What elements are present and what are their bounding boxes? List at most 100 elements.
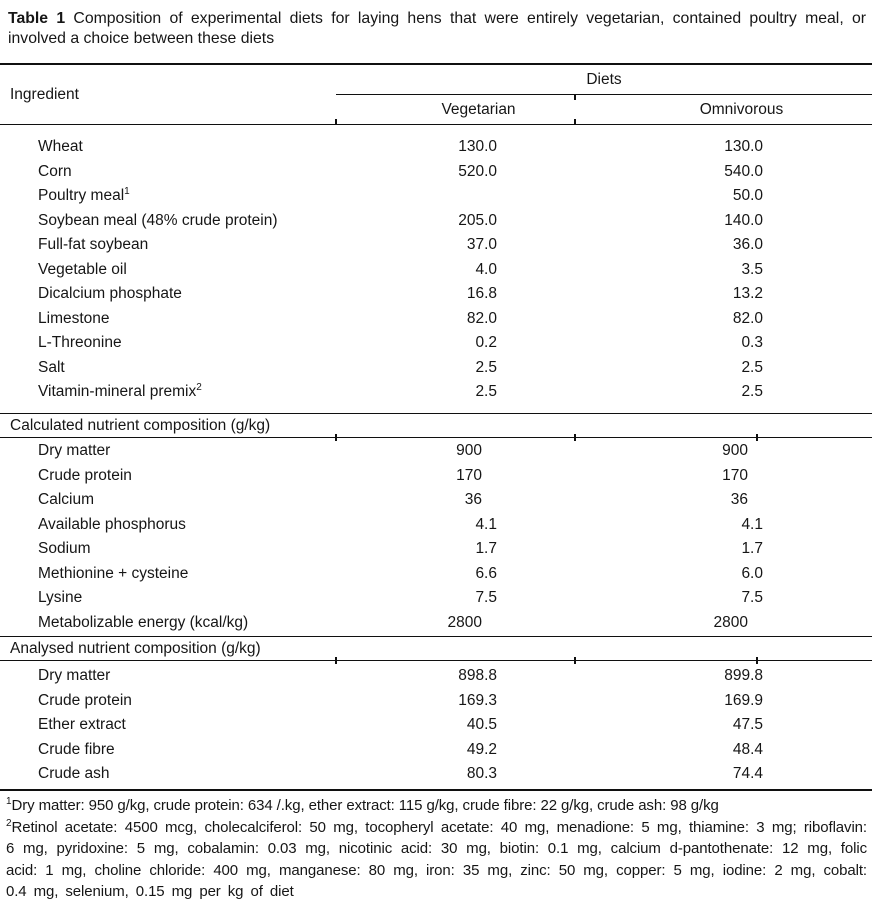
footnote-1: 1Dry matter: 950 g/kg, crude protein: 63… (6, 795, 867, 817)
footnote-2-text: Retinol acetate: 4500 mcg, cholecalcifer… (6, 818, 867, 901)
ingredient-column-label: Ingredient (10, 85, 79, 103)
row-label: Vegetable oil (38, 260, 127, 278)
omnivorous-value: 36.0 (732, 236, 763, 254)
row-label: Sodium (38, 540, 91, 558)
vegetarian-value-cell: 82.0 (336, 310, 575, 328)
table-row: Wheat 130.0 130.0 (0, 135, 872, 160)
row-label-cell: Vegetable oil (0, 261, 336, 279)
diets-header-group: Diets Vegetarian Omnivorous (336, 65, 872, 124)
vegetarian-value-cell: 4.1 (336, 516, 575, 534)
table-row: Ether extract 40.5 47.5 (0, 713, 872, 738)
column-tick (574, 94, 576, 100)
table-row: Poultry meal1 50.0 (0, 184, 872, 209)
vegetarian-column-label: Vegetarian (441, 100, 516, 118)
row-label: Crude protein (38, 466, 132, 484)
omnivorous-value-cell: 170 (575, 467, 872, 485)
calculated-section-title: Calculated nutrient composition (g/kg) (10, 416, 271, 434)
column-tick (574, 119, 576, 125)
table-row: Methionine + cysteine 6.6 6.0 (0, 562, 872, 587)
row-label: Calcium (38, 491, 94, 509)
row-label-cell: Methionine + cysteine (0, 565, 336, 583)
omnivorous-value: 4.1 (741, 515, 763, 533)
table-row: Crude fibre 49.2 48.4 (0, 738, 872, 763)
table-row: Lysine 7.5 7.5 (0, 586, 872, 611)
row-label-cell: Dry matter (0, 667, 336, 685)
vegetarian-value: 4.0 (475, 260, 497, 278)
omnivorous-value: 6.0 (741, 564, 763, 582)
vegetarian-value-cell: 170 (336, 467, 575, 485)
row-label-cell: Salt (0, 359, 336, 377)
column-tick (335, 433, 337, 441)
vegetarian-value: 7.5 (475, 589, 497, 607)
row-label: L-Threonine (38, 334, 122, 352)
footnote-1-text: Dry matter: 950 g/kg, crude protein: 634… (11, 797, 719, 814)
row-label-cell: Ether extract (0, 716, 336, 734)
vegetarian-value: 2800 (447, 613, 482, 631)
row-label-cell: Crude protein (0, 467, 336, 485)
omnivorous-value-cell: 140.0 (575, 212, 872, 230)
omnivorous-value-cell: 2.5 (575, 359, 872, 377)
omnivorous-value-cell: 3.5 (575, 261, 872, 279)
vegetarian-value-cell: 40.5 (336, 716, 575, 734)
vegetarian-value-cell: 49.2 (336, 741, 575, 759)
omnivorous-value-cell: 47.5 (575, 716, 872, 734)
omnivorous-value-cell: 1.7 (575, 540, 872, 558)
vegetarian-value: 6.6 (475, 564, 497, 582)
omnivorous-value-cell: 4.1 (575, 516, 872, 534)
calculated-section: Dry matter 900 900 Crude protein 170 170… (0, 438, 872, 636)
table-row: Crude protein 169.3 169.9 (0, 689, 872, 714)
omnivorous-column-header: Omnivorous (575, 95, 872, 124)
omnivorous-value: 2.5 (741, 383, 763, 401)
table-row: Sodium 1.7 1.7 (0, 537, 872, 562)
diets-spanner-header: Diets (336, 65, 872, 95)
vegetarian-value-cell: 900 (336, 442, 575, 460)
row-label-cell: Calcium (0, 491, 336, 509)
analysed-section: Dry matter 898.8 899.8 Crude protein 169… (0, 661, 872, 789)
vegetarian-value-cell: 7.5 (336, 589, 575, 607)
row-label-cell: Limestone (0, 310, 336, 328)
omnivorous-value-cell: 36 (575, 491, 872, 509)
table-caption-number: Table 1 (8, 10, 66, 27)
omnivorous-value: 36 (730, 491, 748, 509)
omnivorous-value: 3.5 (741, 260, 763, 278)
omnivorous-value-cell: 74.4 (575, 765, 872, 783)
analysed-section-header: Analysed nutrient composition (g/kg) (0, 636, 872, 664)
omnivorous-value: 0.3 (741, 334, 763, 352)
vegetarian-value-cell: 520.0 (336, 163, 575, 181)
vegetarian-value: 2.5 (475, 383, 497, 401)
table-row: Limestone 82.0 82.0 (0, 307, 872, 332)
vegetarian-value: 170 (456, 466, 482, 484)
omnivorous-value-cell: 82.0 (575, 310, 872, 328)
omnivorous-value: 540.0 (724, 162, 763, 180)
vegetarian-value-cell: 2.5 (336, 383, 575, 401)
omnivorous-value-cell: 899.8 (575, 667, 872, 685)
omnivorous-value-cell: 7.5 (575, 589, 872, 607)
vegetarian-value-cell: 37.0 (336, 236, 575, 254)
table-row: Crude protein 170 170 (0, 464, 872, 489)
vegetarian-value: 36 (464, 491, 482, 509)
row-label: Poultry meal (38, 187, 125, 205)
row-label-cell: Corn (0, 163, 336, 181)
vegetarian-value: 40.5 (466, 716, 497, 734)
row-label: Limestone (38, 309, 110, 327)
omnivorous-value: 50.0 (732, 187, 763, 205)
vegetarian-column-header: Vegetarian (336, 95, 575, 124)
footnote-1-marker: 1 (6, 796, 12, 807)
omnivorous-value: 900 (722, 442, 748, 460)
vegetarian-value: 520.0 (458, 162, 497, 180)
row-label-cell: Crude ash (0, 765, 336, 783)
omnivorous-value: 1.7 (741, 540, 763, 558)
table-bottom-rule (0, 789, 872, 791)
omnivorous-value-cell: 6.0 (575, 565, 872, 583)
analysed-section-title: Analysed nutrient composition (g/kg) (10, 639, 261, 657)
row-label: Crude ash (38, 765, 110, 783)
row-label: Dry matter (38, 667, 111, 685)
footnotes: 1Dry matter: 950 g/kg, crude protein: 63… (0, 791, 872, 903)
ingredient-column-header: Ingredient (0, 65, 336, 124)
row-label-cell: Lysine (0, 589, 336, 607)
vegetarian-value-cell: 2800 (336, 614, 575, 632)
table-row: Full-fat soybean 37.0 36.0 (0, 233, 872, 258)
omnivorous-value-cell: 900 (575, 442, 872, 460)
row-label-cell: Vitamin-mineral premix2 (0, 383, 336, 401)
vegetarian-value-cell: 169.3 (336, 692, 575, 710)
